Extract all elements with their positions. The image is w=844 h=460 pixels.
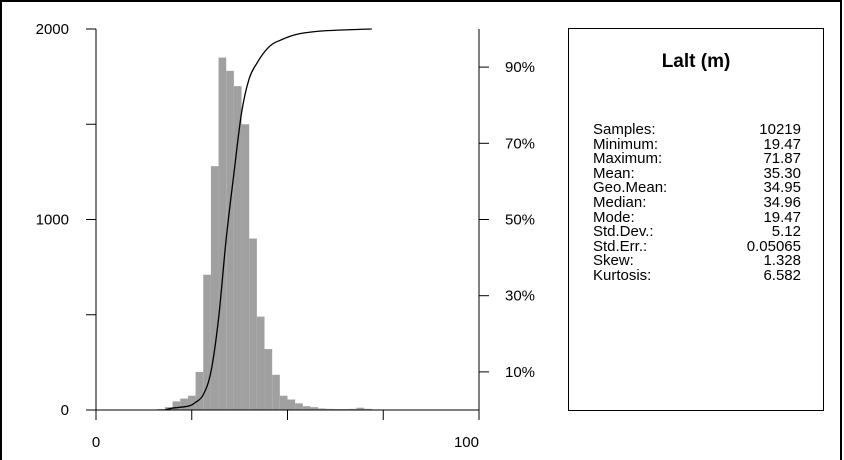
stat-row: Kurtosis: 6.582	[593, 266, 801, 284]
histogram-bar	[195, 371, 204, 410]
stat-label: Samples:	[593, 121, 656, 138]
stat-row: Mean: 35.30	[593, 164, 801, 182]
stat-row: Mode: 19.47	[593, 208, 801, 226]
statistics-title: Lalt (m)	[661, 51, 731, 72]
histogram-bar	[364, 408, 372, 410]
histogram-bar	[210, 166, 219, 410]
stat-value: 71.87	[763, 150, 801, 168]
histogram-bar	[249, 238, 257, 410]
histogram-bar	[272, 374, 280, 410]
y2-tick-label: 30%	[505, 288, 535, 305]
cumulative-curve	[164, 28, 372, 411]
y-tick-label: 1000	[36, 212, 69, 229]
histogram-bar	[218, 57, 227, 410]
stat-value: 19.47	[763, 135, 801, 153]
y-tick-label: 0	[61, 402, 69, 419]
histogram-bar	[356, 407, 365, 410]
y2-tick-label: 70%	[505, 135, 535, 152]
stat-label: Std.Err.:	[593, 237, 648, 255]
x-tick-label: 0	[92, 434, 100, 451]
histogram-bar	[264, 349, 273, 410]
histogram-bar	[310, 407, 319, 410]
histogram-bar	[180, 398, 188, 410]
stat-label: Std.Dev.:	[593, 223, 654, 241]
stat-value: 19.47	[763, 208, 801, 226]
histogram-bar	[241, 124, 250, 410]
histogram-bar	[302, 406, 311, 410]
stat-row: Geo.Mean: 34.95	[593, 181, 801, 196]
histogram-bar	[233, 86, 242, 411]
statistics-list: Samples: 10219 Minimum: 19.47 Maximum: 71.87 M…	[593, 121, 801, 284]
stat-row: Samples: 10219	[593, 121, 801, 138]
y2-tick-label: 50%	[505, 212, 535, 229]
stat-value: 5.12	[771, 223, 801, 241]
stat-value: 1.328	[763, 252, 801, 270]
histogram-bar	[318, 408, 326, 410]
y2-tick-label: 10%	[505, 364, 535, 381]
stat-row: Maximum: 71.87	[593, 150, 801, 168]
stat-row: Std.Dev.: 5.12	[593, 223, 801, 241]
stat-value: 35.30	[763, 164, 801, 182]
y2-tick-label: 90%	[505, 59, 535, 76]
stat-row: Minimum: 19.47	[593, 135, 801, 153]
histogram-bar	[325, 408, 334, 410]
cumulative-curve-layer	[164, 28, 372, 411]
stat-value: 6.582	[763, 266, 801, 284]
histogram-bar	[226, 70, 234, 410]
y-tick-label: 2000	[36, 21, 69, 38]
stat-label: Median:	[593, 193, 647, 211]
histogram-bar	[279, 395, 288, 410]
stat-label: Minimum:	[593, 135, 659, 153]
histogram-bars	[157, 57, 380, 411]
stat-label: Mode:	[593, 208, 635, 226]
stat-row: Skew: 1.328	[593, 254, 801, 269]
histogram-bar	[172, 401, 181, 410]
stat-label: Kurtosis:	[593, 266, 652, 284]
stat-label: Geo.Mean:	[593, 179, 668, 197]
histogram-bar	[256, 316, 265, 410]
stat-row: Median: 34.96	[593, 193, 801, 211]
stat-value: 10219	[759, 121, 801, 138]
x-tick-label: 100	[454, 434, 479, 451]
stat-label: Maximum:	[593, 150, 663, 168]
tick-labels: 0 1000 2000 10% 30% 50% 70% 90% 0 100	[36, 21, 535, 451]
stat-label: Mean:	[593, 164, 635, 182]
statistics-panel: Lalt (m) Samples: 10219 Minimum: 19.47 Maxim…	[568, 28, 824, 411]
stat-label: Skew:	[593, 252, 634, 270]
stat-value: 34.95	[763, 179, 801, 197]
stat-value: 34.96	[763, 193, 801, 211]
histogram-bar	[203, 274, 211, 410]
histogram-bar	[295, 403, 303, 410]
axes	[86, 28, 489, 420]
histogram-bar	[287, 399, 296, 410]
histogram-bar	[348, 408, 357, 410]
stat-row: Std.Err.: 0.05065	[593, 237, 801, 255]
stat-value: 0.05065	[746, 237, 801, 255]
histogram-bar	[187, 395, 196, 410]
